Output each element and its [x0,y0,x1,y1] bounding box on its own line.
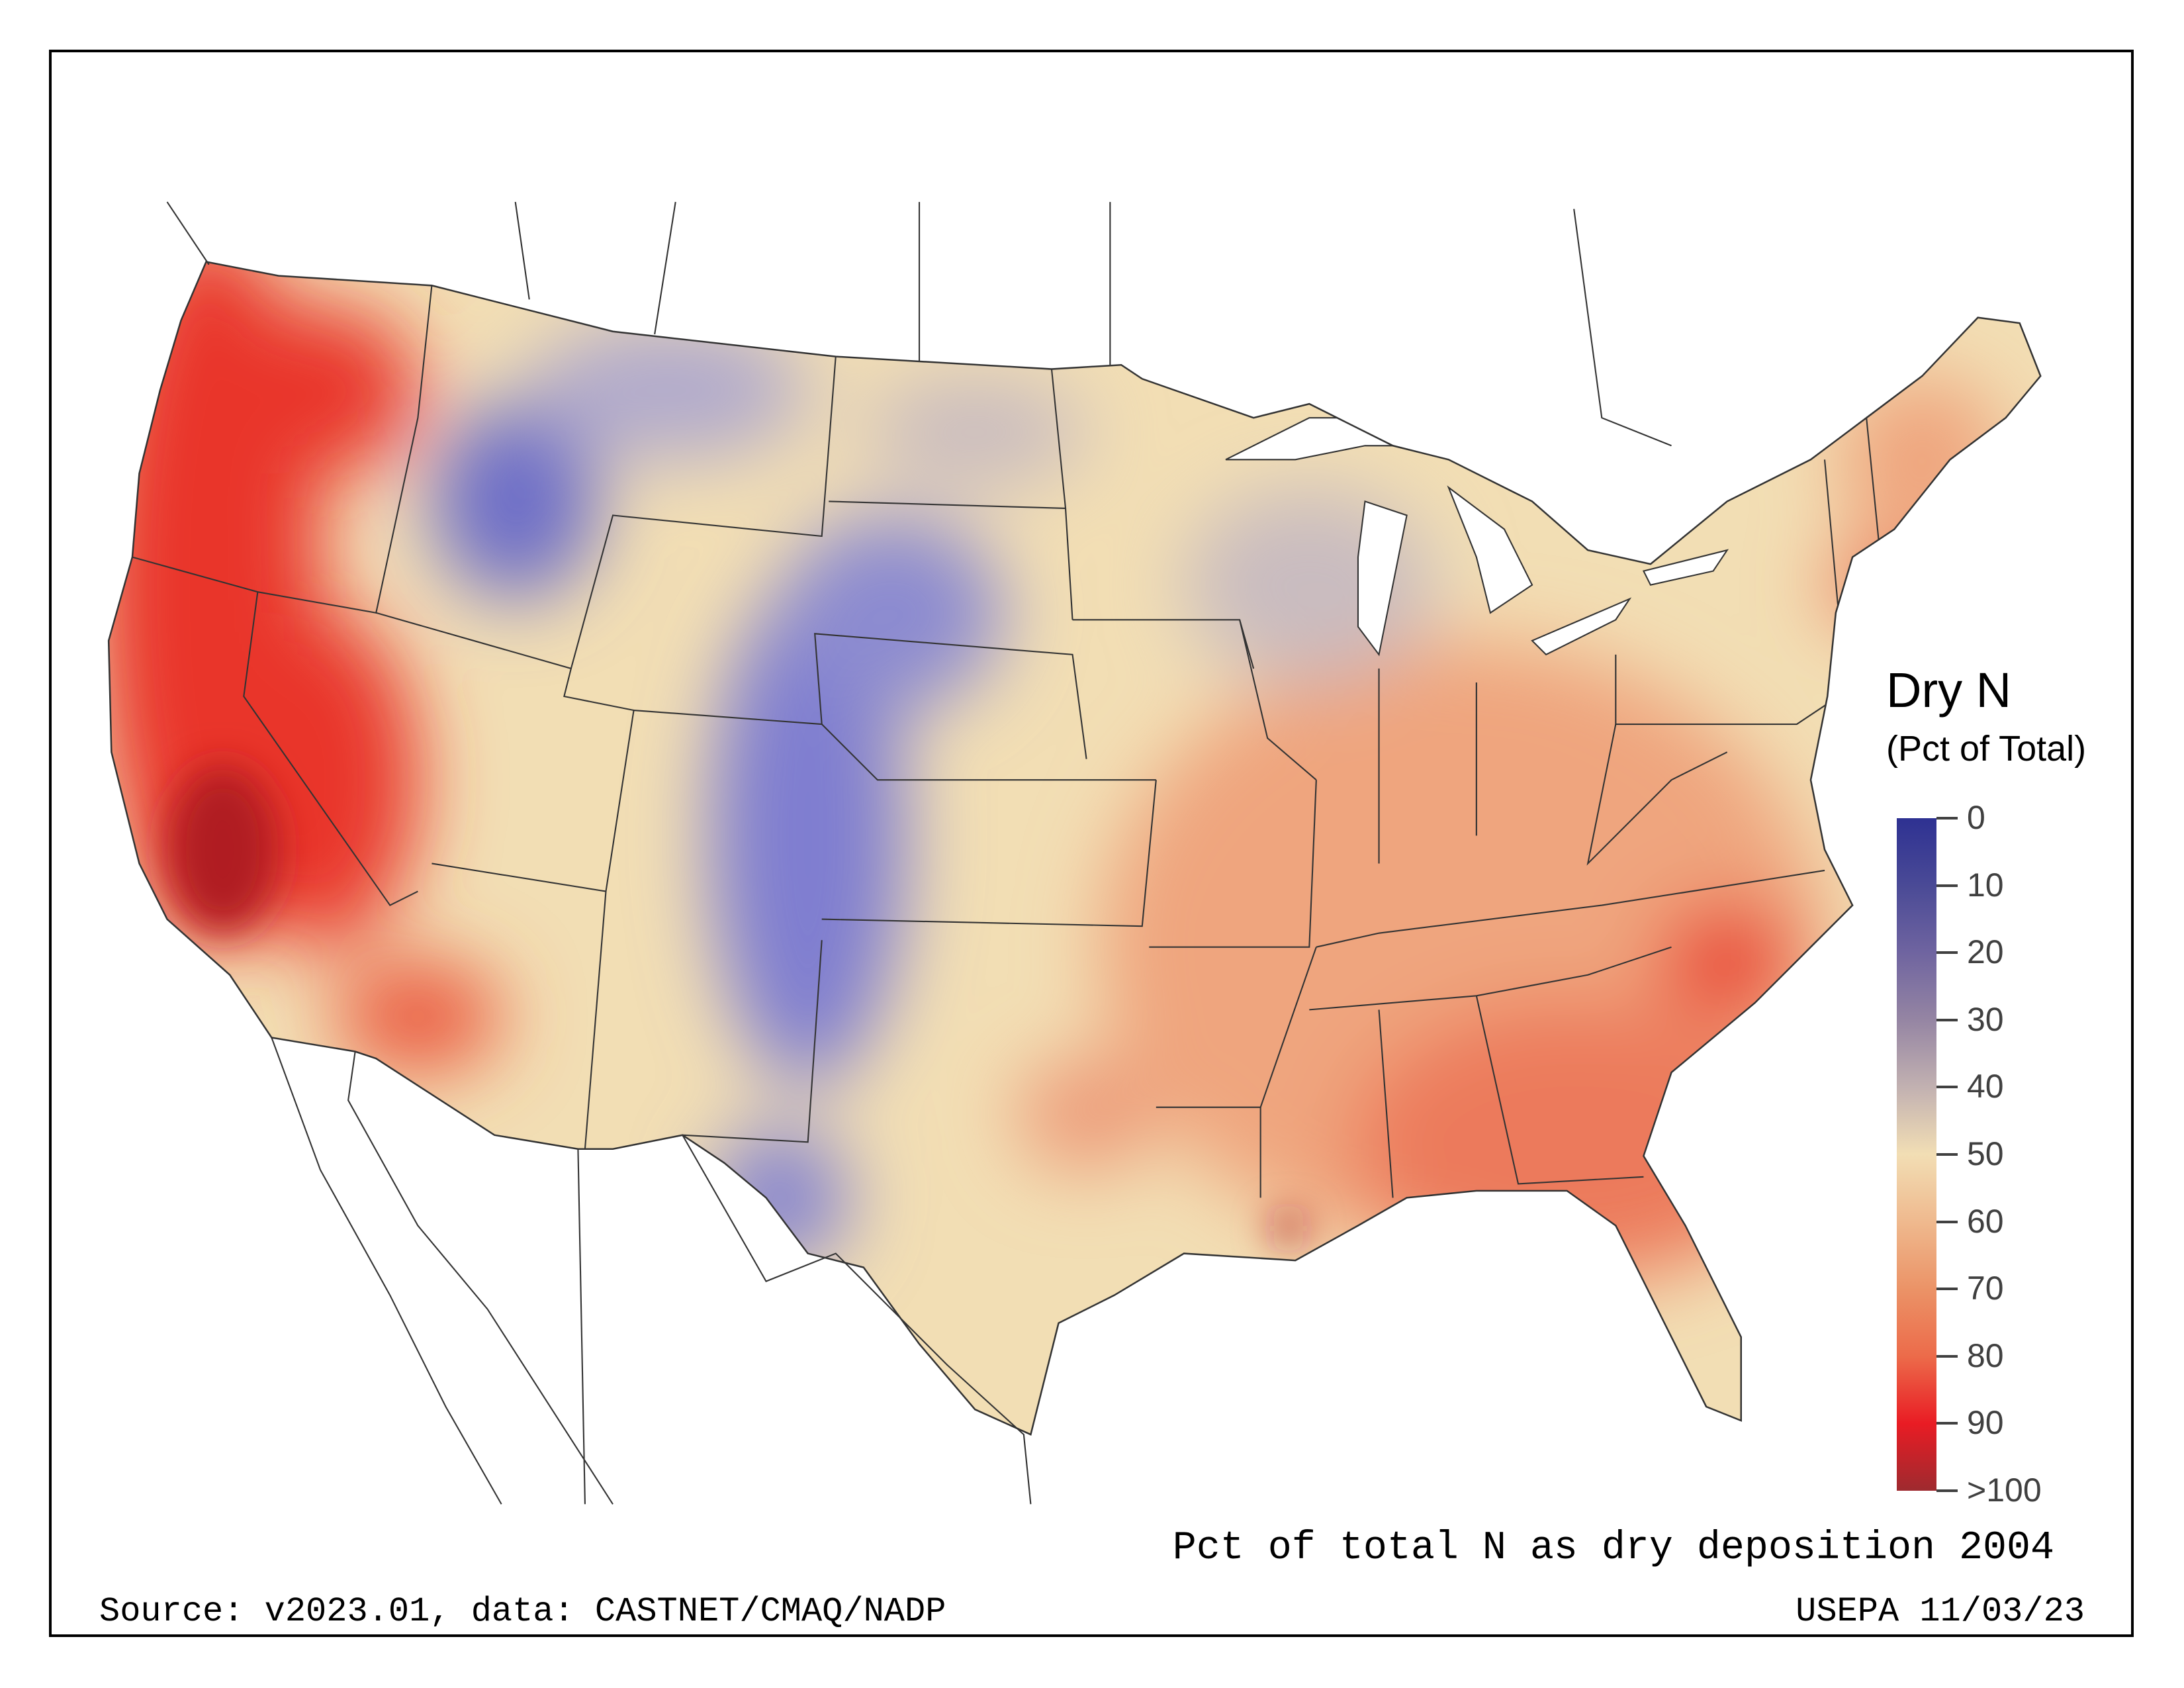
legend-tick-label: 30 [1967,1000,2004,1038]
legend-tick-label: 10 [1967,866,2004,904]
legend-tick-label: 40 [1967,1068,2004,1105]
legend-tick-label: 80 [1967,1336,2004,1374]
color-bar [1897,818,1936,1491]
legend-tick-label: 70 [1967,1270,2004,1307]
map-frame [49,50,2134,1637]
legend-tick-mark [1936,951,1958,955]
legend-tick-label: 60 [1967,1202,2004,1240]
legend-tick-mark [1936,1489,1958,1492]
legend-tick-label: 90 [1967,1404,2004,1442]
legend-tick-label: 20 [1967,933,2004,971]
legend-tick-label: 50 [1967,1135,2004,1172]
legend-tick-mark [1936,884,1958,887]
legend-tick-mark [1936,1354,1958,1358]
map-title: Pct of total N as dry deposition 2004 [1172,1526,2054,1571]
legend-tick-mark [1936,1086,1958,1089]
legend-subtitle: (Pct of Total) [1886,729,2087,769]
legend-tick-mark [1936,1153,1958,1156]
legend-tick-mark [1936,1288,1958,1291]
legend-tick-label: >100 [1967,1472,2042,1509]
source-note: Source: v2023.01, data: CASTNET/CMAQ/NAD… [99,1592,946,1631]
legend-tick-mark [1936,1422,1958,1425]
legend-tick-label: 0 [1967,799,1985,836]
legend-tick-mark [1936,1018,1958,1021]
legend-tick-mark [1936,1220,1958,1223]
legend-tick-mark [1936,817,1958,820]
credit-note: USEPA 11/03/23 [1796,1592,2085,1631]
legend-title: Dry N [1886,663,2012,718]
